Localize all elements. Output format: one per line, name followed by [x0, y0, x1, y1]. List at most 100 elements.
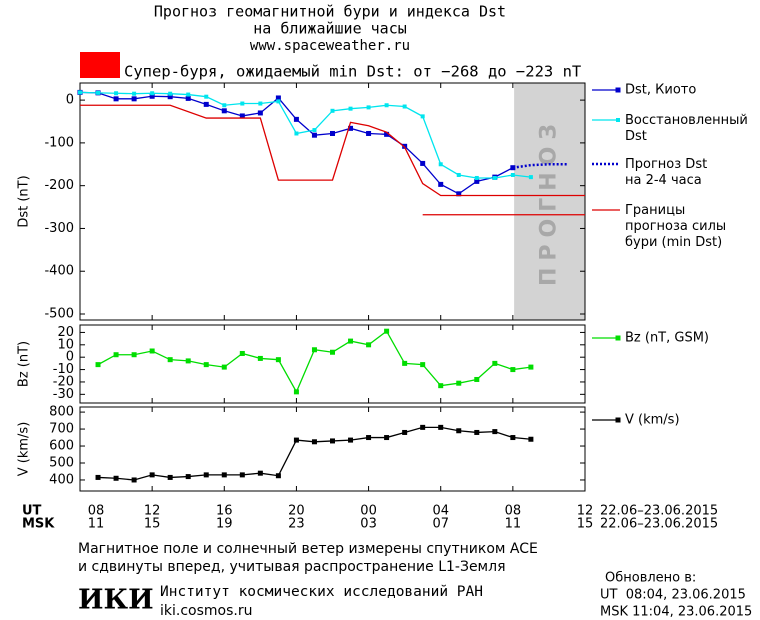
legend-marker [616, 118, 620, 122]
data-point [402, 429, 408, 435]
data-point [95, 474, 101, 480]
y-tick-label: -20 [53, 374, 74, 389]
data-point [294, 131, 299, 136]
data-point [384, 328, 390, 334]
data-point [257, 355, 263, 361]
data-point [311, 439, 317, 445]
updated-ut: UT 08:04, 23.06.2015 [600, 588, 746, 603]
data-point [438, 162, 443, 167]
y-tick-label: 800 [49, 405, 74, 420]
series-line [80, 104, 585, 197]
x-tick-label-msk: 23 [288, 517, 305, 532]
y-tick-label: -300 [44, 221, 74, 236]
note: Магнитное поле и солнечный ветер измерен… [78, 541, 538, 557]
data-point [222, 103, 227, 108]
alert-indicator [80, 52, 120, 78]
x-tick-label-msk: 07 [432, 517, 449, 532]
title: Прогноз геомагнитной бури и индекса Dst [154, 3, 506, 21]
data-point [311, 347, 317, 353]
series-line [79, 91, 514, 195]
data-point [510, 435, 516, 441]
series-line [98, 426, 531, 481]
data-point [203, 101, 209, 107]
date-range: 22.06–23.06.2015 [600, 504, 718, 519]
data-point [348, 338, 354, 344]
data-point [384, 131, 390, 137]
y-tick-label: 500 [49, 456, 74, 471]
data-point [492, 429, 498, 435]
data-point [258, 101, 263, 106]
data-point [78, 90, 82, 95]
data-point [420, 424, 426, 430]
data-point [221, 108, 227, 114]
x-tick-label: 16 [216, 504, 233, 519]
data-point [186, 92, 191, 97]
data-point [311, 132, 317, 138]
data-point [275, 357, 281, 363]
data-point [95, 362, 101, 368]
data-point [456, 172, 461, 177]
y-tick-label: 10 [57, 337, 74, 352]
plot-frame [79, 82, 586, 321]
data-point [474, 376, 480, 382]
data-point [221, 472, 227, 478]
date-range: 22.06–23.06.2015 [600, 517, 718, 532]
data-point [438, 424, 444, 430]
data-point [203, 472, 209, 478]
data-point [456, 380, 462, 386]
updated-msk: MSK 11:04, 23.06.2015 [600, 605, 752, 620]
data-point [293, 116, 299, 122]
data-point [510, 367, 516, 373]
data-point [330, 108, 335, 113]
x-tick-label-msk: 15 [144, 517, 161, 532]
legend-marker [615, 87, 621, 93]
data-point [239, 113, 245, 119]
data-point [402, 143, 408, 149]
note: и сдвинуты вперед, учитывая распростране… [78, 559, 506, 575]
data-point [221, 364, 227, 370]
y-axis-label: Dst (nT) [17, 175, 32, 227]
x-tick-label-msk: 11 [505, 517, 522, 532]
data-point [276, 99, 281, 104]
data-point [185, 474, 191, 480]
data-point [149, 472, 155, 478]
y-tick-label: -400 [44, 264, 74, 279]
data-point [113, 352, 119, 358]
series-line [512, 163, 567, 169]
x-tick-label-msk: 03 [360, 517, 377, 532]
subtitle: на ближайшие часы [253, 20, 407, 38]
x-tick-label: 00 [360, 504, 377, 519]
data-point [167, 357, 173, 363]
x-tick-label: 04 [432, 504, 449, 519]
data-point [114, 91, 119, 96]
data-point [96, 90, 101, 95]
legend-label: Восстановленный Dst [625, 113, 748, 144]
y-tick-label: 0 [66, 93, 74, 108]
x-tick-label-msk: 15 [577, 517, 594, 532]
forecast-region [514, 83, 585, 320]
data-point [366, 435, 372, 441]
y-tick-label: 0 [66, 350, 74, 365]
plot-frame [79, 324, 586, 404]
data-point [438, 181, 444, 187]
data-point [185, 95, 191, 101]
data-point [204, 94, 209, 99]
url: www.spaceweather.ru [250, 38, 410, 54]
y-tick-label: -10 [53, 362, 74, 377]
data-point [275, 95, 281, 101]
legend-marker [615, 335, 621, 341]
data-point [167, 94, 173, 100]
x-tick-label: 12 [577, 504, 594, 519]
data-point [402, 360, 408, 366]
data-point [420, 160, 426, 166]
y-axis-label: Bz (nT) [17, 341, 32, 387]
data-point [330, 130, 335, 136]
data-point [510, 172, 515, 177]
y-tick-label: 700 [49, 422, 74, 437]
x-tick-label: 08 [505, 504, 522, 519]
logo: ИКИ [78, 585, 154, 616]
data-point [366, 130, 372, 136]
data-point [384, 103, 389, 108]
data-point [312, 128, 317, 133]
